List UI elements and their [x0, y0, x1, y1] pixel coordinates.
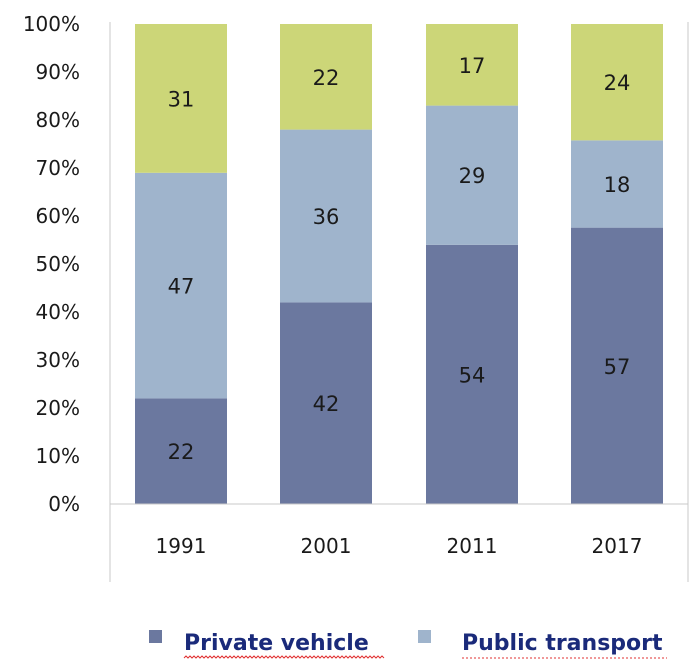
bar-segment — [571, 24, 663, 141]
data-label: 57 — [604, 355, 631, 379]
data-label: 47 — [168, 275, 195, 299]
legend-swatch — [149, 630, 162, 643]
data-label: 17 — [459, 54, 486, 78]
legend-swatch — [418, 630, 431, 643]
y-tick-label: 10% — [36, 444, 80, 468]
data-label: 22 — [168, 440, 195, 464]
bar-segment — [280, 129, 372, 303]
bar-segment — [135, 172, 227, 399]
data-label: 18 — [604, 173, 631, 197]
x-axis: 1991 2001 2011 2017 — [110, 503, 688, 558]
bar-segment — [426, 24, 518, 106]
y-tick-label: 60% — [36, 204, 80, 228]
y-tick-label: 100% — [23, 12, 80, 36]
data-label: 29 — [459, 164, 486, 188]
x-tick-label: 2011 — [447, 534, 498, 558]
data-label: 36 — [313, 205, 340, 229]
bar-segment — [280, 302, 372, 504]
y-axis: 0% 10% 20% 30% 40% 50% 60% 70% 80% 90% 100% — [23, 12, 111, 582]
y-tick-label: 50% — [36, 252, 80, 276]
legend: Private vehicle Public transport — [149, 630, 667, 659]
data-label: 31 — [168, 87, 195, 111]
bar-segment — [571, 140, 663, 228]
legend-label: Private vehicle — [184, 631, 369, 656]
y-tick-label: 30% — [36, 348, 80, 372]
bar-segment — [571, 227, 663, 505]
x-tick-label: 1991 — [156, 534, 207, 558]
data-label: 24 — [604, 71, 631, 95]
y-tick-label: 0% — [48, 492, 80, 516]
data-label: 22 — [313, 66, 340, 90]
bar-segment — [135, 398, 227, 504]
bar-segment — [426, 244, 518, 505]
data-label: 54 — [459, 363, 486, 387]
bar-segment — [426, 105, 518, 245]
spellcheck-underline — [183, 655, 385, 659]
bar-segment — [280, 24, 372, 130]
x-tick-label: 2001 — [301, 534, 352, 558]
y-tick-label: 40% — [36, 300, 80, 324]
x-tick-label: 2017 — [592, 534, 643, 558]
y-tick-label: 80% — [36, 108, 80, 132]
y-tick-label: 90% — [36, 60, 80, 84]
plot-area: 22 47 31 42 36 22 54 29 17 57 18 24 — [135, 22, 689, 582]
bar-segment — [135, 24, 227, 173]
legend-label: Public transport — [462, 631, 663, 656]
data-label: 42 — [313, 392, 340, 416]
y-tick-label: 20% — [36, 396, 80, 420]
y-tick-label: 70% — [36, 156, 80, 180]
